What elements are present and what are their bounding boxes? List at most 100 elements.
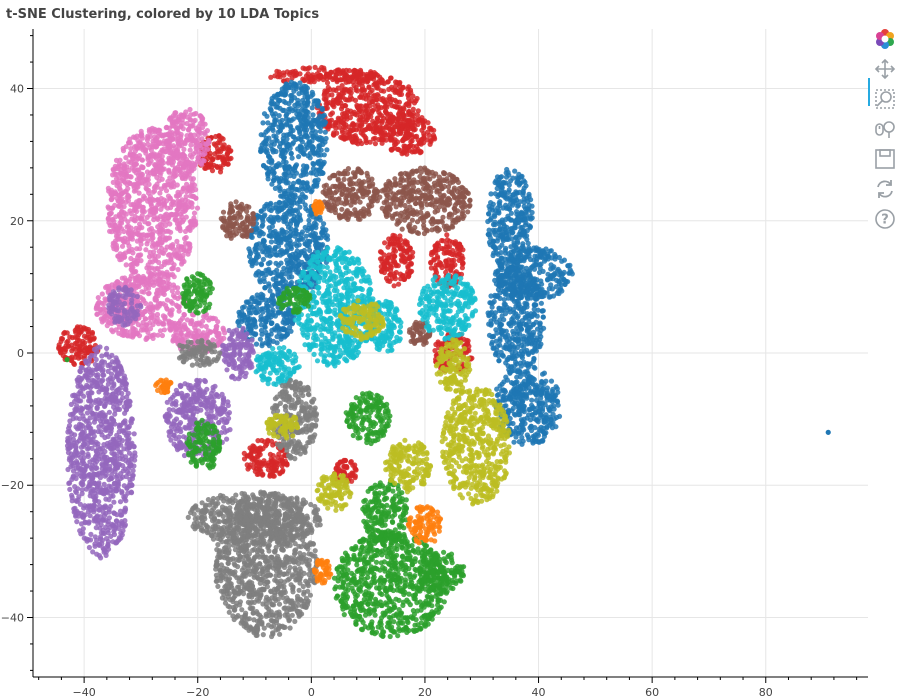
data-point bbox=[514, 374, 520, 380]
data-point bbox=[233, 220, 239, 226]
data-point bbox=[235, 318, 241, 324]
data-point bbox=[81, 326, 87, 332]
data-point bbox=[418, 169, 424, 175]
data-point bbox=[417, 195, 423, 201]
data-point bbox=[272, 111, 278, 117]
data-point bbox=[397, 182, 403, 189]
data-point bbox=[260, 239, 266, 245]
data-point bbox=[259, 270, 265, 276]
data-point bbox=[498, 250, 504, 256]
data-point bbox=[525, 206, 531, 212]
data-point bbox=[540, 405, 546, 412]
data-point bbox=[361, 188, 367, 194]
data-point bbox=[420, 120, 426, 126]
data-point bbox=[370, 118, 376, 124]
data-point bbox=[416, 141, 422, 147]
data-point bbox=[515, 305, 522, 311]
data-point bbox=[492, 277, 498, 283]
data-point bbox=[305, 71, 311, 77]
data-point bbox=[343, 464, 349, 470]
data-point bbox=[341, 120, 347, 126]
data-point bbox=[367, 89, 373, 95]
data-point bbox=[283, 229, 289, 235]
data-point bbox=[422, 186, 429, 192]
data-point bbox=[65, 338, 71, 344]
data-point bbox=[447, 238, 453, 244]
data-point bbox=[299, 259, 305, 265]
data-point bbox=[425, 175, 431, 181]
data-point bbox=[341, 76, 347, 82]
data-point bbox=[379, 118, 385, 124]
data-point bbox=[267, 260, 273, 266]
data-point bbox=[540, 415, 547, 421]
data-point bbox=[321, 183, 327, 189]
data-point bbox=[392, 276, 398, 282]
data-point bbox=[246, 253, 253, 259]
data-point bbox=[269, 181, 275, 187]
data-point bbox=[239, 232, 245, 238]
data-point bbox=[324, 147, 330, 153]
data-point bbox=[310, 112, 316, 118]
data-point bbox=[533, 262, 539, 268]
data-point bbox=[71, 360, 77, 366]
data-point bbox=[343, 198, 349, 204]
data-point bbox=[367, 195, 373, 202]
data-point bbox=[61, 330, 67, 337]
data-point bbox=[346, 79, 352, 85]
data-point bbox=[553, 384, 559, 390]
data-point bbox=[253, 458, 259, 464]
data-point bbox=[318, 164, 324, 170]
data-point bbox=[294, 208, 301, 214]
data-point bbox=[282, 279, 289, 285]
data-point bbox=[294, 222, 300, 229]
data-point bbox=[506, 182, 512, 188]
data-point bbox=[249, 447, 255, 453]
data-point bbox=[304, 121, 310, 127]
data-point bbox=[311, 121, 317, 127]
data-point bbox=[419, 324, 425, 330]
data-point bbox=[202, 165, 208, 171]
data-point bbox=[524, 361, 531, 367]
data-point bbox=[316, 67, 322, 73]
data-point bbox=[435, 341, 442, 347]
data-point bbox=[458, 271, 465, 277]
data-point bbox=[270, 276, 276, 282]
data-point bbox=[377, 249, 384, 255]
chart-title: t-SNE Clustering, colored by 10 LDA Topi… bbox=[6, 7, 320, 22]
data-point bbox=[293, 186, 299, 192]
data-point bbox=[527, 281, 533, 287]
data-point bbox=[352, 465, 358, 471]
data-point bbox=[245, 466, 251, 472]
data-point bbox=[280, 461, 286, 467]
data-point bbox=[389, 103, 395, 109]
data-point bbox=[191, 210, 198, 216]
data-point bbox=[264, 315, 270, 321]
data-point bbox=[328, 117, 334, 123]
data-point bbox=[300, 179, 306, 186]
data-point bbox=[354, 122, 360, 128]
data-point bbox=[407, 197, 413, 203]
data-point bbox=[460, 255, 466, 261]
data-point bbox=[528, 216, 534, 222]
data-point bbox=[366, 84, 372, 90]
data-point bbox=[276, 183, 282, 190]
data-point bbox=[288, 79, 295, 85]
data-point bbox=[504, 287, 510, 293]
data-point bbox=[434, 197, 440, 203]
data-point bbox=[301, 108, 307, 114]
data-point bbox=[220, 154, 226, 160]
data-point bbox=[536, 283, 542, 289]
data-point bbox=[514, 390, 521, 396]
data-point bbox=[268, 157, 275, 163]
data-point bbox=[254, 471, 260, 477]
data-point bbox=[353, 73, 359, 79]
data-point bbox=[513, 195, 519, 201]
data-point bbox=[388, 271, 394, 277]
data-point bbox=[280, 326, 286, 333]
data-point bbox=[273, 117, 279, 123]
data-point bbox=[270, 168, 276, 174]
data-point bbox=[268, 207, 274, 214]
data-point bbox=[408, 261, 414, 267]
data-point bbox=[322, 129, 328, 135]
